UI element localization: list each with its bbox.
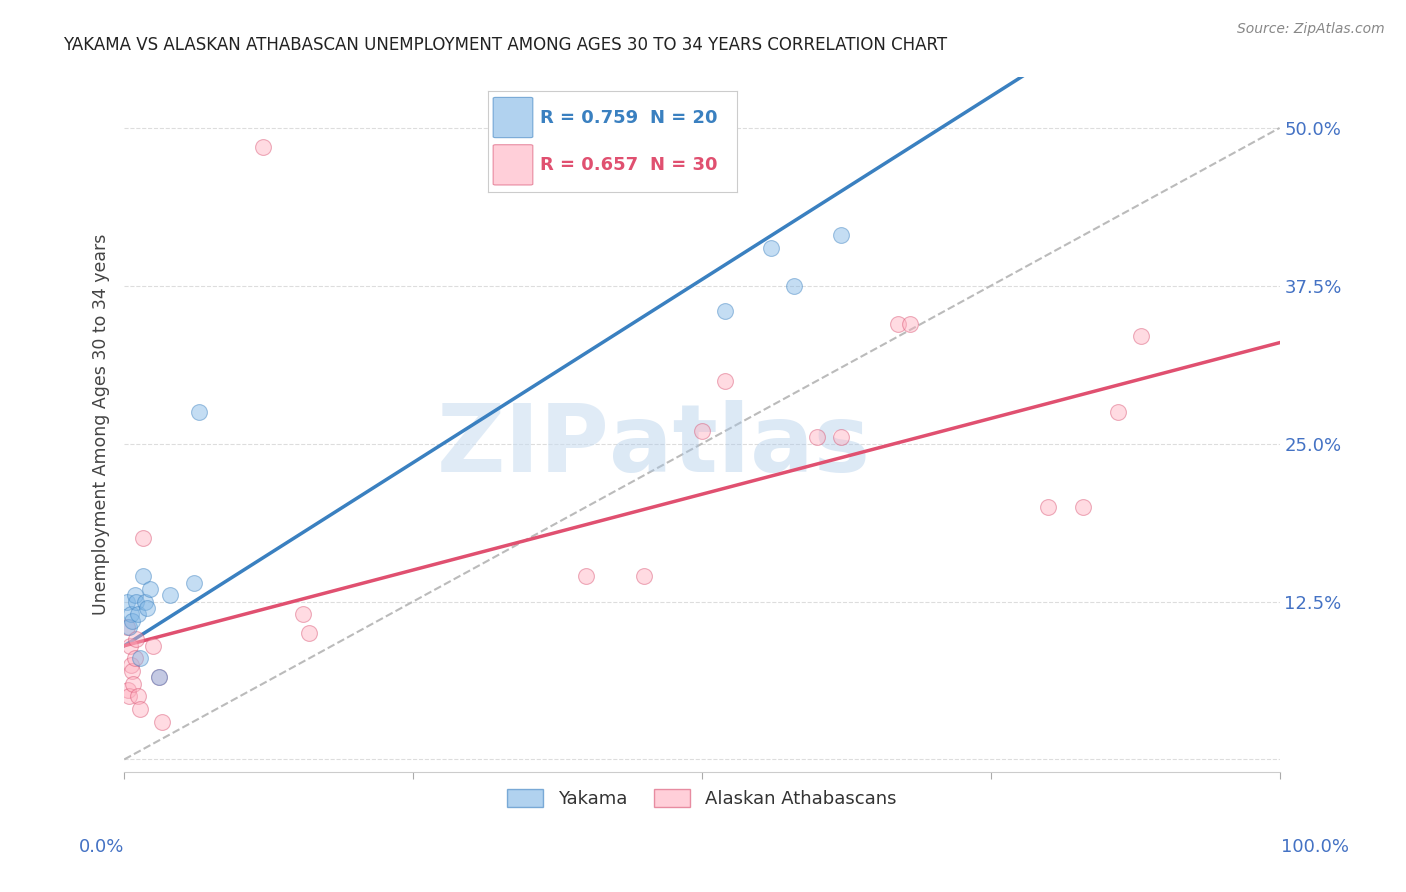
Point xyxy=(575,569,598,583)
Point xyxy=(125,594,148,608)
Point xyxy=(252,140,274,154)
Text: ZIP: ZIP xyxy=(437,400,609,491)
Point xyxy=(898,317,921,331)
Point xyxy=(150,714,173,729)
Point xyxy=(830,228,852,243)
Point xyxy=(127,690,149,704)
Point xyxy=(124,588,146,602)
Point xyxy=(292,607,315,622)
Point xyxy=(148,670,170,684)
Point xyxy=(117,683,139,698)
Point xyxy=(887,317,910,331)
Point xyxy=(127,607,149,622)
Point xyxy=(714,374,737,388)
Point xyxy=(136,600,159,615)
Point xyxy=(1129,329,1152,343)
Point xyxy=(1038,500,1060,514)
Point xyxy=(806,430,828,444)
Point xyxy=(159,588,181,602)
Point xyxy=(131,532,153,546)
Point xyxy=(121,664,143,678)
Point xyxy=(129,702,152,716)
Point xyxy=(298,626,321,640)
Point xyxy=(761,241,783,255)
Text: atlas: atlas xyxy=(609,400,870,491)
Point xyxy=(183,575,205,590)
Point xyxy=(118,639,141,653)
Text: YAKAMA VS ALASKAN ATHABASCAN UNEMPLOYMENT AMONG AGES 30 TO 34 YEARS CORRELATION : YAKAMA VS ALASKAN ATHABASCAN UNEMPLOYMEN… xyxy=(63,36,948,54)
Point xyxy=(120,607,142,622)
Point xyxy=(115,620,138,634)
Point xyxy=(783,278,806,293)
Text: 100.0%: 100.0% xyxy=(1281,838,1348,855)
Y-axis label: Unemployment Among Ages 30 to 34 years: Unemployment Among Ages 30 to 34 years xyxy=(93,234,110,615)
Point xyxy=(134,594,156,608)
Point xyxy=(714,304,737,318)
Point xyxy=(1071,500,1094,514)
Point xyxy=(830,430,852,444)
Text: Source: ZipAtlas.com: Source: ZipAtlas.com xyxy=(1237,22,1385,37)
Point xyxy=(115,594,138,608)
Point xyxy=(138,582,160,596)
Point xyxy=(118,620,141,634)
Point xyxy=(142,639,165,653)
Point xyxy=(118,690,141,704)
Point xyxy=(690,424,713,438)
Point xyxy=(120,657,142,672)
Point xyxy=(188,405,211,419)
Point xyxy=(131,569,153,583)
Point xyxy=(1107,405,1129,419)
Point xyxy=(148,670,170,684)
Text: 0.0%: 0.0% xyxy=(79,838,124,855)
Point xyxy=(633,569,655,583)
Point xyxy=(125,632,148,647)
Legend: Yakama, Alaskan Athabascans: Yakama, Alaskan Athabascans xyxy=(501,781,904,815)
Point xyxy=(129,651,152,665)
Point xyxy=(124,651,146,665)
Point xyxy=(122,676,145,690)
Point xyxy=(121,614,143,628)
